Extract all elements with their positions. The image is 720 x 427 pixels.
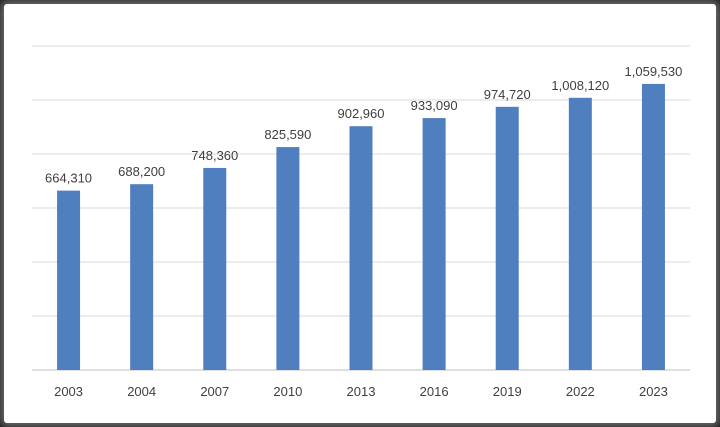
data-label-2022: 1,008,120 <box>551 78 609 93</box>
bar-2023 <box>641 83 665 370</box>
x-tick-label-2019: 2019 <box>493 384 522 399</box>
data-labels: 664,310 688,200 748,360 825,590 902,960 933,0… <box>45 64 682 186</box>
data-label-2010: 825,590 <box>264 127 311 142</box>
x-tick-label-2023: 2023 <box>639 384 668 399</box>
data-label-2004: 688,200 <box>118 164 165 179</box>
data-label-2016: 933,090 <box>411 98 458 113</box>
data-label-2019: 974,720 <box>484 87 531 102</box>
x-tick-label-2010: 2010 <box>273 384 302 399</box>
bar-2007 <box>203 167 227 370</box>
bar-2016 <box>422 118 446 370</box>
x-axis-tick-labels: 2003 2004 2007 2010 2013 2016 2019 2022 2023 <box>54 384 668 399</box>
bar-2010 <box>276 147 300 370</box>
bars <box>57 83 665 371</box>
bar-2003 <box>57 190 81 370</box>
data-label-2013: 902,960 <box>338 106 385 121</box>
chart-frame: 664,310 688,200 748,360 825,590 902,960 933,0… <box>4 4 716 423</box>
x-tick-label-2003: 2003 <box>54 384 83 399</box>
bar-2022 <box>568 97 592 370</box>
x-tick-label-2004: 2004 <box>127 384 156 399</box>
x-tick-label-2007: 2007 <box>200 384 229 399</box>
data-label-2007: 748,360 <box>191 148 238 163</box>
bar-2004 <box>130 184 154 370</box>
data-label-2023: 1,059,530 <box>625 64 683 79</box>
x-tick-label-2016: 2016 <box>420 384 449 399</box>
bar-chart: 664,310 688,200 748,360 825,590 902,960 933,0… <box>32 45 690 399</box>
bar-2019 <box>495 106 519 371</box>
x-tick-label-2022: 2022 <box>566 384 595 399</box>
x-tick-label-2013: 2013 <box>347 384 376 399</box>
bar-2013 <box>349 126 373 370</box>
data-label-2003: 664,310 <box>45 171 92 186</box>
